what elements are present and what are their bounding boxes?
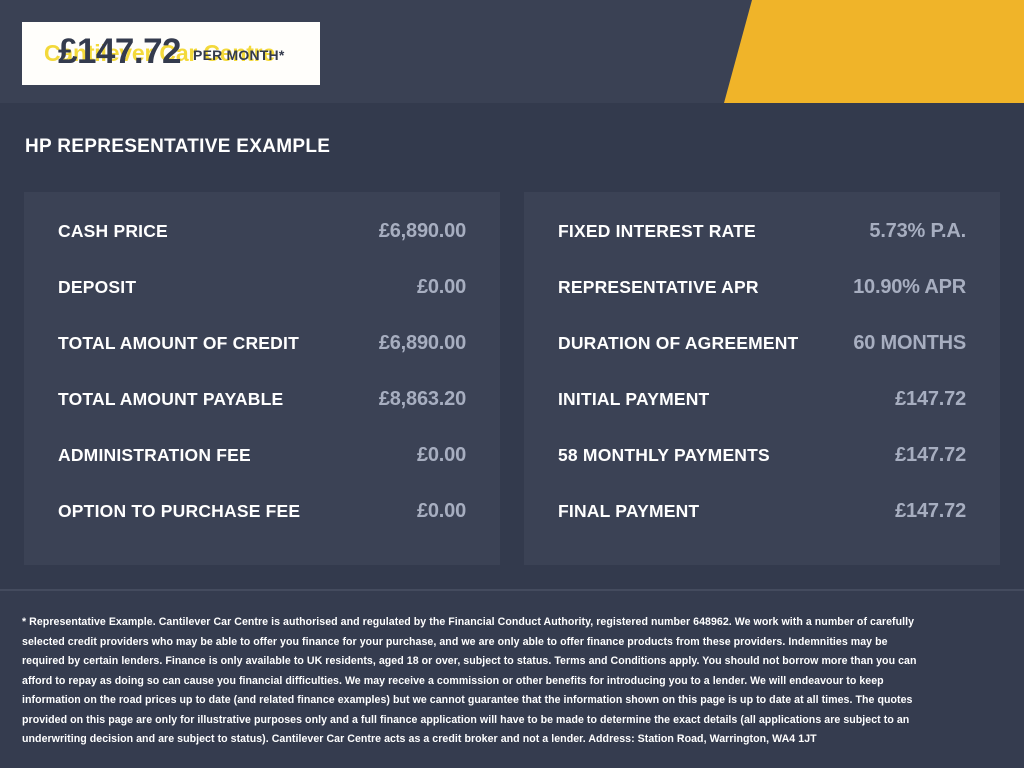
table-row: CASH PRICE £6,890.00 [58, 220, 466, 276]
table-row: REPRESENTATIVE APR 10.90% APR [558, 276, 966, 332]
row-label: TOTAL AMOUNT PAYABLE [58, 389, 284, 409]
disclaimer-text: * Representative Example. Cantilever Car… [22, 616, 917, 745]
row-label: 58 MONTHLY PAYMENTS [558, 445, 770, 465]
row-value: £147.72 [895, 500, 966, 522]
row-label: CASH PRICE [58, 221, 168, 241]
row-label: INITIAL PAYMENT [558, 389, 710, 409]
monthly-price-banner [724, 0, 1024, 103]
row-label: OPTION TO PURCHASE FEE [58, 501, 301, 521]
finance-panel-left: CASH PRICE £6,890.00 DEPOSIT £0.00 TOTAL… [24, 192, 500, 565]
table-row: FINAL PAYMENT £147.72 [558, 500, 966, 556]
row-value: £6,890.00 [378, 220, 466, 242]
row-label: FIXED INTEREST RATE [558, 221, 756, 241]
table-row: 58 MONTHLY PAYMENTS £147.72 [558, 444, 966, 500]
row-label: ADMINISTRATION FEE [58, 445, 251, 465]
row-label: TOTAL AMOUNT OF CREDIT [58, 333, 299, 353]
page-header: Cantilever Car Centre £147.72 PER MONTH* [0, 0, 1024, 103]
row-label: DEPOSIT [58, 277, 137, 297]
row-value: £147.72 [895, 444, 966, 466]
table-row: TOTAL AMOUNT OF CREDIT £6,890.00 [58, 332, 466, 388]
row-value: 5.73% P.A. [869, 220, 966, 242]
row-value: £6,890.00 [378, 332, 466, 354]
finance-details-panels: CASH PRICE £6,890.00 DEPOSIT £0.00 TOTAL… [24, 192, 1000, 565]
row-value: £0.00 [416, 500, 466, 522]
monthly-price-amount: £147.72 [58, 31, 182, 71]
dealer-name-label: Cantilever Car Centre [44, 40, 275, 66]
row-value: 60 MONTHS [853, 332, 966, 354]
table-row: DURATION OF AGREEMENT 60 MONTHS [558, 332, 966, 388]
table-row: FIXED INTEREST RATE 5.73% P.A. [558, 220, 966, 276]
monthly-price-suffix: PER MONTH* [193, 47, 285, 63]
page-title: HP REPRESENTATIVE EXAMPLE [25, 136, 331, 157]
table-row: TOTAL AMOUNT PAYABLE £8,863.20 [58, 388, 466, 444]
table-row: OPTION TO PURCHASE FEE £0.00 [58, 500, 466, 556]
page-footer: * Representative Example. Cantilever Car… [0, 591, 1024, 768]
table-row: INITIAL PAYMENT £147.72 [558, 388, 966, 444]
footer-divider [0, 589, 1024, 591]
dealer-logo[interactable]: Cantilever Car Centre [22, 22, 320, 85]
row-label: REPRESENTATIVE APR [558, 277, 759, 297]
row-label: DURATION OF AGREEMENT [558, 333, 799, 353]
row-value: £0.00 [416, 276, 466, 298]
table-row: ADMINISTRATION FEE £0.00 [58, 444, 466, 500]
finance-panel-right: FIXED INTEREST RATE 5.73% P.A. REPRESENT… [524, 192, 1000, 565]
row-label: FINAL PAYMENT [558, 501, 700, 521]
table-row: DEPOSIT £0.00 [58, 276, 466, 332]
row-value: £8,863.20 [378, 388, 466, 410]
monthly-price-content: £147.72 PER MONTH* [58, 0, 284, 103]
row-value: 10.90% APR [853, 276, 966, 298]
row-value: £0.00 [416, 444, 466, 466]
row-value: £147.72 [895, 388, 966, 410]
